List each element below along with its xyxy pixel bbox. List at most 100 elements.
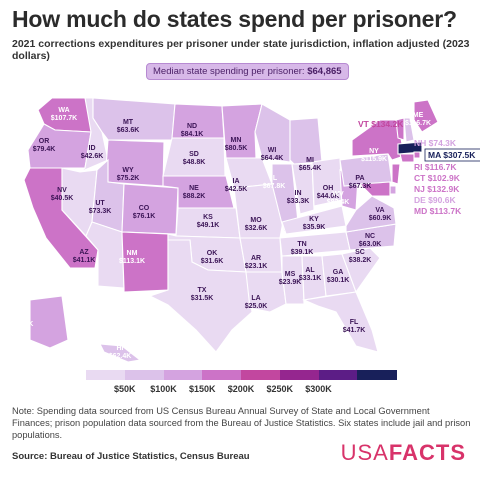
svg-text:MA $307.5K: MA $307.5K bbox=[428, 150, 476, 160]
svg-text:VA: VA bbox=[375, 207, 384, 214]
svg-text:WV: WV bbox=[332, 191, 344, 198]
svg-text:OK: OK bbox=[207, 250, 218, 257]
svg-text:$115.9K: $115.9K bbox=[361, 156, 387, 163]
state-label-sd: SD$48.8K bbox=[183, 151, 206, 166]
svg-text:IA: IA bbox=[233, 178, 240, 185]
state-label-ak: AK$92.9K bbox=[11, 313, 34, 328]
us-choropleth-map: WA$107.7K OR$79.4K CA$128.1K ID$42.6K NV$40.… bbox=[3, 97, 480, 363]
svg-text:$64.4K: $64.4K bbox=[261, 155, 284, 162]
state-sc bbox=[341, 247, 381, 294]
state-la bbox=[245, 271, 287, 313]
legend-swatch bbox=[357, 370, 397, 380]
state-label-ia: IA$42.5K bbox=[225, 178, 248, 193]
svg-text:UT: UT bbox=[95, 200, 105, 207]
state-me bbox=[413, 99, 439, 133]
svg-text:$80.5K: $80.5K bbox=[225, 145, 248, 152]
svg-text:$42.6K: $42.6K bbox=[81, 153, 104, 160]
usafacts-logo: USAFACTS bbox=[340, 440, 466, 465]
svg-text:ND: ND bbox=[187, 123, 197, 130]
state-label-nd: ND$84.1K bbox=[181, 123, 204, 138]
state-ms bbox=[281, 255, 305, 305]
svg-text:$116.7K: $116.7K bbox=[405, 120, 431, 127]
state-tx bbox=[148, 239, 253, 353]
state-ri bbox=[413, 151, 421, 159]
callout-md: MD $113.7K bbox=[414, 206, 462, 216]
svg-text:$63.6K: $63.6K bbox=[117, 127, 140, 134]
state-ct bbox=[399, 153, 415, 163]
legend-swatch bbox=[86, 370, 126, 380]
state-label-or: OR$79.4K bbox=[33, 138, 56, 153]
svg-text:MI: MI bbox=[306, 157, 314, 164]
svg-text:$60.9K: $60.9K bbox=[369, 215, 392, 222]
svg-text:NM: NM bbox=[127, 250, 138, 257]
svg-text:$73.3K: $73.3K bbox=[89, 208, 112, 215]
state-label-tx: TX$31.5K bbox=[191, 287, 214, 302]
svg-text:SC: SC bbox=[355, 249, 365, 256]
svg-text:RI $116.7K: RI $116.7K bbox=[414, 162, 457, 172]
svg-text:NY: NY bbox=[369, 148, 379, 155]
legend-swatch bbox=[279, 370, 319, 380]
state-va bbox=[345, 195, 397, 233]
footnote: Note: Spending data sourced from US Cens… bbox=[12, 406, 471, 440]
state-nh bbox=[403, 117, 415, 143]
legend-swatch bbox=[318, 370, 358, 380]
svg-text:NJ $132.9K: NJ $132.9K bbox=[414, 184, 460, 194]
state-nj bbox=[391, 163, 401, 185]
state-label-oh: OH$44.0K bbox=[317, 185, 340, 200]
callout-ct: CT $102.9K bbox=[414, 173, 461, 183]
svg-text:$41.7K: $41.7K bbox=[343, 327, 366, 334]
state-label-in: IN$33.3K bbox=[287, 190, 310, 205]
svg-text:LA: LA bbox=[251, 295, 260, 302]
svg-text:TN: TN bbox=[297, 241, 306, 248]
state-label-ny: NY$115.9K bbox=[361, 148, 387, 163]
svg-text:$67.3K: $67.3K bbox=[349, 183, 372, 190]
svg-text:$67.8K: $67.8K bbox=[263, 183, 286, 190]
state-label-tn: TN$39.1K bbox=[291, 241, 314, 256]
svg-text:AL: AL bbox=[305, 267, 315, 274]
source-line: Source: Bureau of Justice Statistics, Ce… bbox=[12, 451, 250, 462]
svg-text:TX: TX bbox=[198, 287, 207, 294]
state-label-fl: FL$41.7K bbox=[343, 319, 366, 334]
svg-text:CT $102.9K: CT $102.9K bbox=[414, 173, 461, 183]
svg-text:DE $90.6K: DE $90.6K bbox=[414, 195, 456, 205]
svg-text:IN: IN bbox=[295, 190, 302, 197]
state-label-wa: WA$107.7K bbox=[51, 107, 77, 122]
state-label-la: LA$25.0K bbox=[245, 295, 268, 310]
state-md bbox=[358, 181, 391, 197]
svg-text:$30.1K: $30.1K bbox=[327, 277, 350, 284]
state-label-pa: PA$67.3K bbox=[349, 175, 372, 190]
state-label-wv: WV$82.4K bbox=[327, 191, 350, 206]
callout-nh: NH $74.3K bbox=[414, 138, 457, 148]
svg-text:$79.4K: $79.4K bbox=[33, 146, 56, 153]
legend-tick-label: $200K bbox=[227, 384, 255, 394]
svg-text:WI: WI bbox=[268, 147, 277, 154]
median-badge: Median state spending per prisoner: $64,… bbox=[146, 63, 349, 80]
svg-text:$38.2K: $38.2K bbox=[349, 257, 372, 264]
callout-ri: RI $116.7K bbox=[414, 162, 457, 172]
svg-text:IL: IL bbox=[271, 175, 278, 182]
median-value: $64,865 bbox=[307, 66, 342, 77]
svg-text:NE: NE bbox=[189, 185, 199, 192]
svg-text:MS: MS bbox=[285, 271, 296, 278]
svg-text:CO: CO bbox=[139, 205, 150, 212]
state-label-nm: NM$113.1K bbox=[119, 250, 145, 265]
legend-tick-label: $150K bbox=[188, 384, 216, 394]
state-label-co: CO$76.1K bbox=[133, 205, 156, 220]
state-label-id: ID$42.6K bbox=[81, 145, 104, 160]
state-wi bbox=[254, 103, 291, 163]
svg-text:MT: MT bbox=[123, 119, 134, 126]
state-label-nc: NC$63.0K bbox=[359, 233, 382, 248]
state-label-ms: MS$23.9K bbox=[279, 271, 302, 286]
svg-text:VT $134.2K: VT $134.2K bbox=[358, 119, 404, 129]
state-label-ut: UT$73.3K bbox=[89, 200, 112, 215]
svg-text:$23.9K: $23.9K bbox=[279, 279, 302, 286]
svg-text:AZ: AZ bbox=[79, 249, 89, 256]
svg-text:ME: ME bbox=[413, 112, 424, 119]
svg-text:$40.5K: $40.5K bbox=[51, 195, 74, 202]
page-title: How much do states spend per prisoner? bbox=[12, 6, 457, 32]
svg-text:$128.1K: $128.1K bbox=[3, 217, 29, 224]
svg-text:$88.2K: $88.2K bbox=[183, 193, 206, 200]
svg-text:OH: OH bbox=[323, 185, 334, 192]
legend-tick-label: $300K bbox=[305, 384, 332, 394]
svg-text:AR: AR bbox=[251, 255, 261, 262]
